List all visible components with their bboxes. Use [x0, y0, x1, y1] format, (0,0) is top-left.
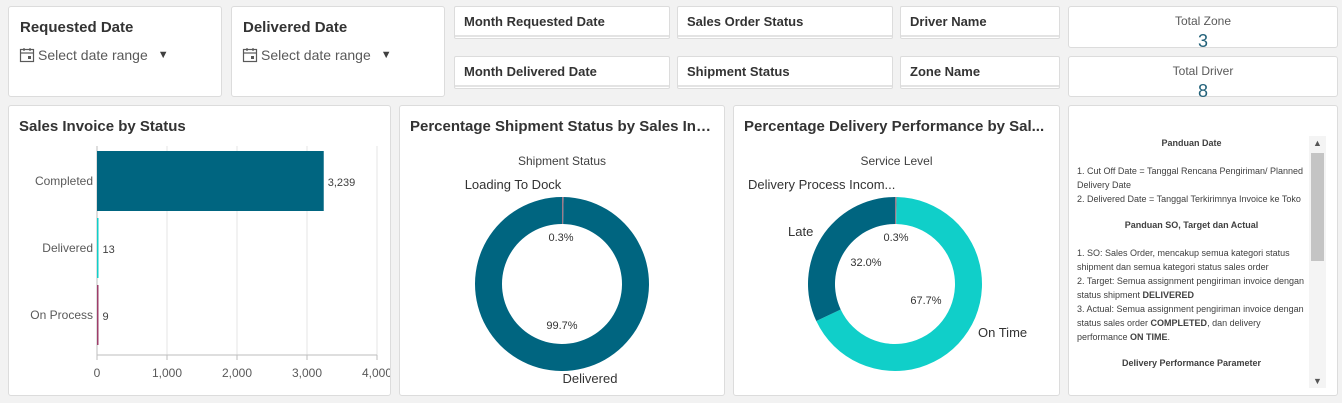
guide-so-item-1: 1. SO: Sales Order, mencakup semua kateg… — [1077, 248, 1290, 272]
guide-so-item-2: 2. Target: Semua assignment pengiriman i… — [1077, 274, 1306, 302]
zone-name-label: Zone Name — [910, 64, 981, 79]
bar-completed — [97, 151, 324, 211]
shipment-status-chart-card: Percentage Shipment Status by Sales Inv.… — [399, 105, 725, 396]
guide-date-item-2: 2. Delivered Date = Tanggal Terkirimnya … — [1077, 194, 1301, 204]
guide-so-item-3-bold-1: COMPLETED — [1150, 318, 1208, 328]
guide-card — [1068, 105, 1338, 396]
bar-value-label: 13 — [103, 244, 115, 256]
slice-on-time — [816, 197, 982, 372]
total-driver-value: 8 — [1197, 81, 1208, 101]
bar-value-label: 3,239 — [328, 177, 356, 189]
guide-scrollbar[interactable]: ▲ ▼ — [1309, 136, 1326, 388]
label-loading-to-dock: Loading To Dock — [465, 177, 562, 192]
slice-delivered — [475, 197, 650, 371]
requested-date-title: Requested Date — [20, 19, 134, 36]
x-tick-label: 3,000 — [292, 366, 322, 380]
slice-late — [808, 197, 895, 322]
calendar-icon — [19, 48, 35, 63]
shipment-chart-subtitle: Shipment Status — [517, 154, 607, 168]
label-delivery-incomplete: Delivery Process Incom... — [748, 177, 895, 192]
driver-name-label: Driver Name — [910, 14, 987, 29]
shipment-status-label: Shipment Status — [687, 64, 790, 79]
guide-so-item-3-bold-2: ON TIME — [1130, 332, 1168, 342]
month-requested-date-pane[interactable]: Month Requested Date — [454, 6, 670, 39]
pct-loading-to-dock: 0.3% — [548, 232, 573, 244]
pane-underline — [455, 35, 669, 37]
sales-invoice-chart-card: Sales Invoice by Status 0 1,000 2,000 3,000… — [8, 105, 391, 396]
scroll-down-icon[interactable]: ▼ — [1313, 376, 1322, 386]
guide-so-item-3: 3. Actual: Semua assignment pengiriman i… — [1077, 302, 1306, 344]
label-late: Late — [788, 224, 813, 239]
guide-so-item-3-mid: , dan delivery performance — [1077, 318, 1261, 342]
category-label: Delivered — [42, 241, 93, 255]
total-driver-label: Total Driver — [1172, 64, 1234, 78]
delivery-donut-chart: Delivery Process Incom... Late On Time 0.3%… — [748, 177, 1027, 372]
x-tick-label: 1,000 — [152, 366, 182, 380]
pane-underline — [678, 85, 892, 87]
scrollbar-thumb[interactable] — [1311, 153, 1324, 261]
delivered-date-filter: Delivered Date Select date range ▼ — [231, 6, 445, 97]
guide-so-item-2-text: 2. Target: Semua assignment pengiriman i… — [1077, 276, 1304, 300]
month-delivered-date-label: Month Delivered Date — [464, 64, 597, 79]
pct-on-time: 67.7% — [910, 295, 941, 307]
caret-down-icon: ▼ — [157, 49, 169, 61]
delivered-date-title: Delivered Date — [243, 19, 348, 36]
delivery-chart-subtitle: Service Level — [860, 154, 933, 168]
guide-so-item-3-end: . — [1167, 332, 1171, 342]
sales-order-status-label: Sales Order Status — [687, 14, 804, 29]
guide-so-item-3-text: 3. Actual: Semua assignment pengiriman i… — [1077, 304, 1304, 328]
bar-value-label: 9 — [103, 311, 109, 323]
x-tick-label: 2,000 — [222, 366, 252, 380]
pct-late: 32.0% — [850, 257, 881, 269]
guide-so-item-2-bold: DELIVERED — [1142, 290, 1195, 300]
x-tick-label: 4,000 — [362, 366, 390, 380]
zone-name-pane[interactable]: Zone Name — [900, 56, 1060, 89]
guide-date-item-1: 1. Cut Off Date = Tanggal Rencana Pengir… — [1077, 166, 1304, 190]
category-label: Completed — [35, 174, 93, 188]
driver-name-pane[interactable]: Driver Name — [900, 6, 1060, 39]
pane-underline — [901, 35, 1059, 37]
x-tick-label: 0 — [94, 366, 101, 380]
month-requested-date-label: Month Requested Date — [464, 14, 605, 29]
guide-heading-delivery: Delivery Performance Parameter — [1121, 358, 1262, 368]
scroll-up-icon[interactable]: ▲ — [1313, 138, 1322, 148]
requested-date-placeholder: Select date range — [38, 47, 148, 63]
label-on-time: On Time — [978, 325, 1027, 340]
guide-heading-so: Panduan SO, Target dan Actual — [1124, 220, 1259, 230]
bar-delivered — [97, 218, 99, 278]
pane-underline — [678, 35, 892, 37]
caret-down-icon: ▼ — [380, 49, 392, 61]
pane-underline — [901, 85, 1059, 87]
total-zone-kpi: Total Zone 3 — [1068, 6, 1338, 51]
slice-incomplete — [895, 197, 897, 225]
category-label: On Process — [30, 308, 93, 322]
pct-incomplete: 0.3% — [883, 232, 908, 244]
sales-order-status-pane[interactable]: Sales Order Status — [677, 6, 893, 39]
total-driver-kpi: Total Driver 8 — [1068, 56, 1338, 101]
total-zone-value: 3 — [1197, 31, 1208, 51]
delivered-date-placeholder: Select date range — [261, 47, 371, 63]
month-delivered-date-pane[interactable]: Month Delivered Date — [454, 56, 670, 89]
total-zone-label: Total Zone — [1174, 14, 1232, 28]
guide-heading-date: Panduan Date — [1161, 138, 1222, 148]
requested-date-filter: Requested Date Select date range ▼ — [8, 6, 222, 97]
calendar-icon — [242, 48, 258, 63]
delivery-performance-chart-card: Percentage Delivery Performance by Sal..… — [733, 105, 1060, 396]
shipment-donut-chart: Loading To Dock Delivered 0.3% 99.7% — [465, 177, 650, 386]
delivered-date-range-select[interactable]: Select date range ▼ — [242, 47, 392, 63]
label-delivered: Delivered — [563, 371, 618, 386]
shipment-status-pane[interactable]: Shipment Status — [677, 56, 893, 89]
sales-invoice-bar-chart: 0 1,000 2,000 3,000 4,000 Completed 3,239 Deliv… — [30, 146, 390, 380]
pane-underline — [455, 85, 669, 87]
bar-on-process — [97, 285, 99, 345]
guide-text-panel[interactable]: Panduan Date 1. Cut Off Date = Tanggal R… — [1077, 136, 1306, 386]
requested-date-range-select[interactable]: Select date range ▼ — [19, 47, 169, 63]
pct-delivered: 99.7% — [546, 320, 577, 332]
slice-loading-to-dock — [562, 197, 564, 225]
